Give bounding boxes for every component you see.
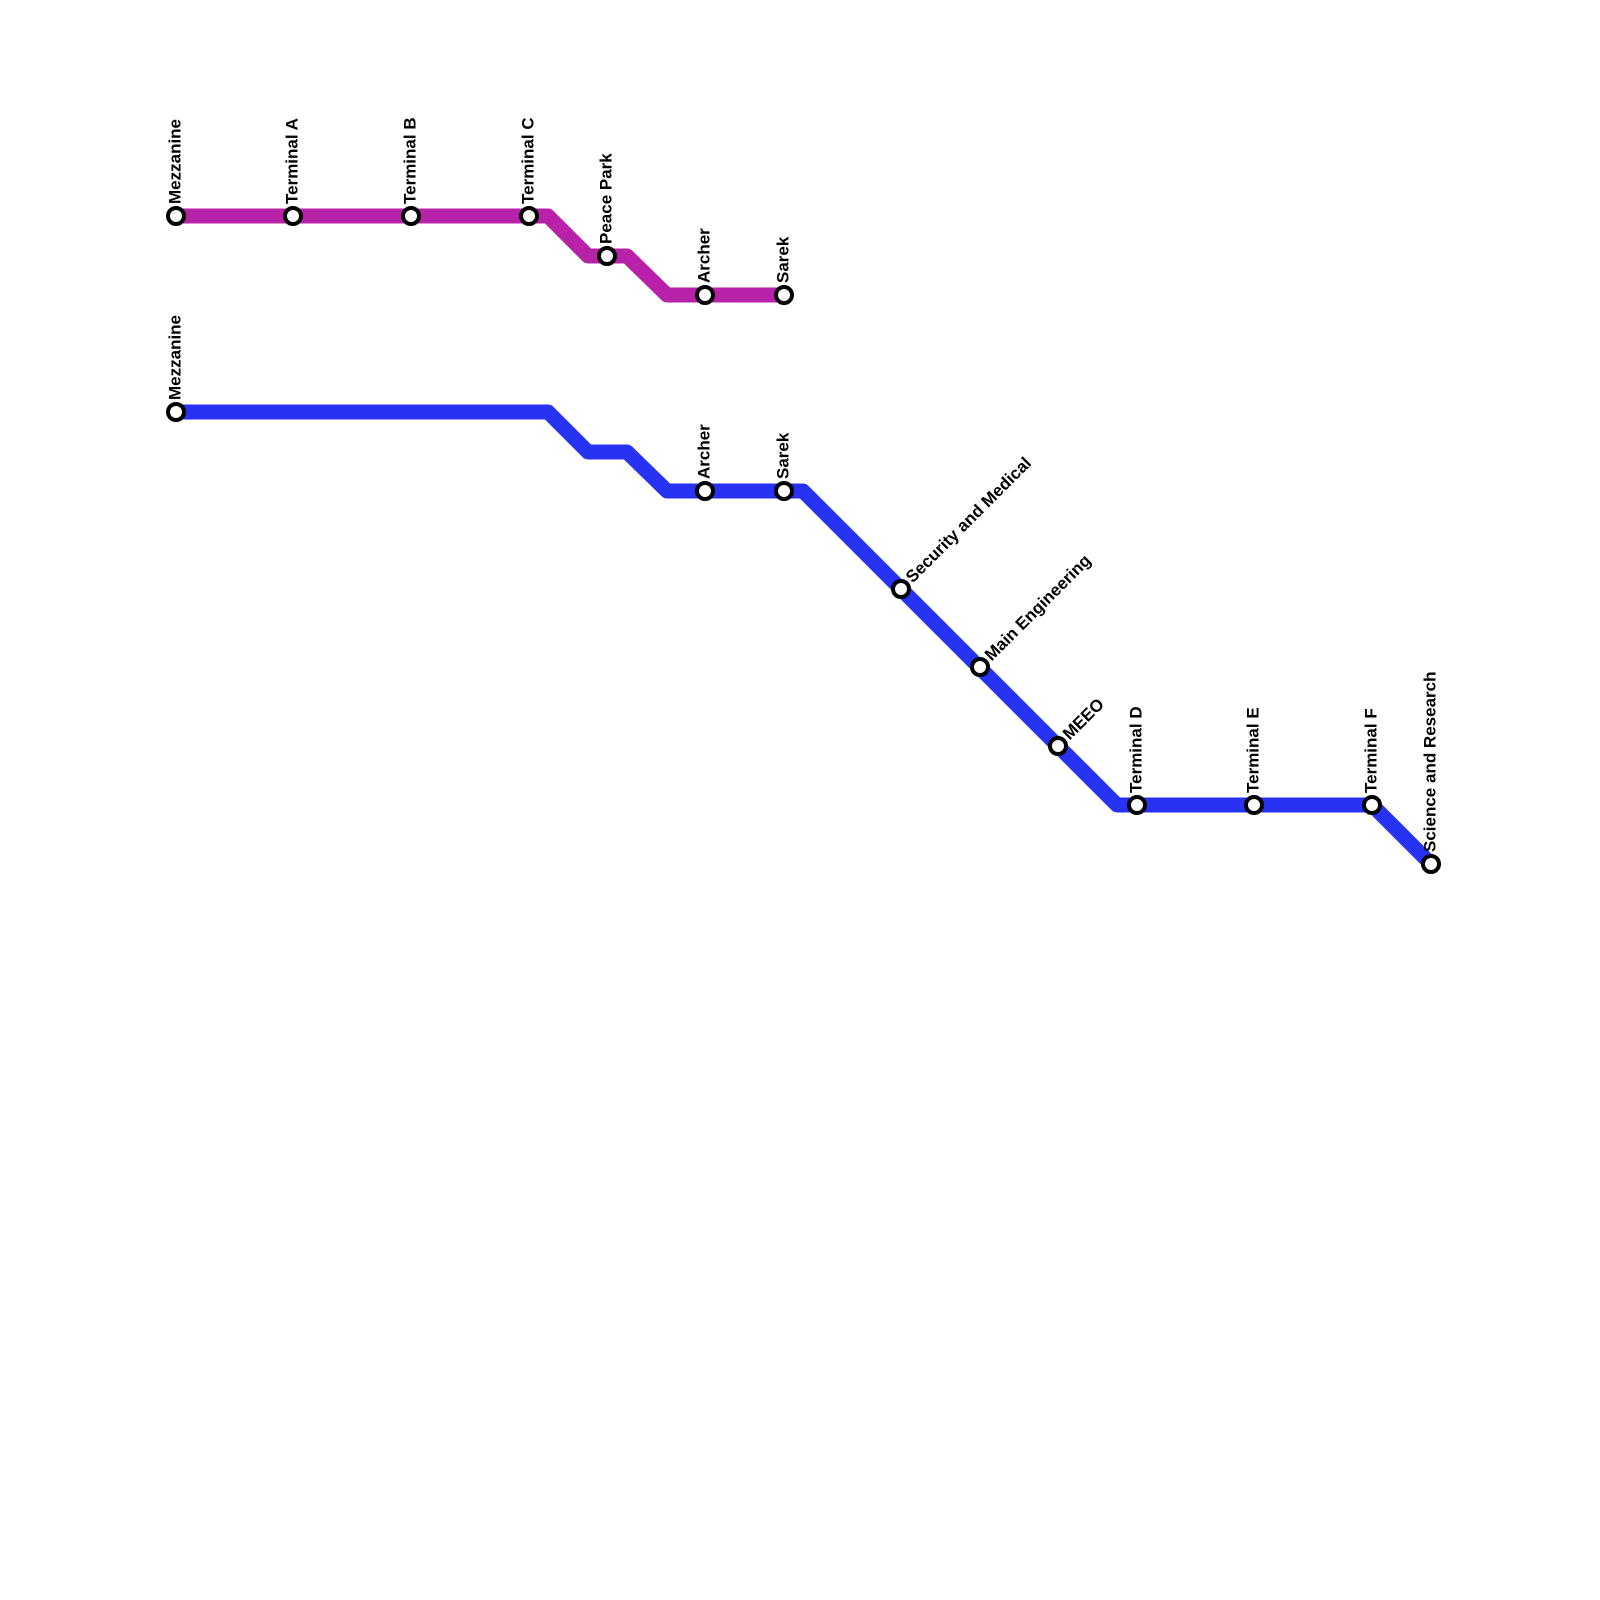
station-label-group: Terminal A [282,118,301,204]
station-label: Terminal B [400,117,419,204]
station [1048,736,1068,756]
station-label-group: Terminal F [1361,708,1380,793]
station-label: Sarek [773,432,792,479]
station-label-group: Archer [694,424,713,479]
station-label: MEEO [1059,695,1108,744]
station [1421,854,1441,874]
station [695,481,715,501]
station [519,206,539,226]
station [283,206,303,226]
station-label: Terminal A [282,118,301,204]
station-label: Terminal D [1126,706,1145,793]
station [166,402,186,422]
station [166,206,186,226]
station-label-group: Science and Research [1420,672,1439,852]
station [774,481,794,501]
station-label: Mezzanine [165,315,184,400]
station-label-group: Terminal B [400,117,419,204]
station-label-group: Mezzanine [165,315,184,400]
station-label: Terminal E [1243,707,1262,793]
station [597,246,617,266]
station-label-group: Main Engineering [981,551,1095,665]
station-label: Peace Park [596,153,615,244]
station-label: Security and Medical [902,453,1035,586]
station [401,206,421,226]
station-label-group: Terminal E [1243,707,1262,793]
station [695,285,715,305]
route-line [168,404,1439,872]
station-label: Terminal F [1361,708,1380,793]
station-label: Terminal C [518,117,537,204]
station-label-group: MEEO [1059,695,1108,744]
station [891,579,911,599]
station-label-group: Terminal C [518,117,537,204]
station-label: Sarek [773,236,792,283]
station-label-group: Mezzanine [165,119,184,204]
station-label: Science and Research [1420,672,1439,852]
station-label-group: Security and Medical [902,453,1035,586]
station-label: Archer [694,228,713,283]
station-label-group: Sarek [773,236,792,283]
route-line [168,208,792,303]
station [970,657,990,677]
station [1362,795,1382,815]
station-label-group: Terminal D [1126,706,1145,793]
station-label: Mezzanine [165,119,184,204]
station [774,285,794,305]
station-label: Main Engineering [981,551,1095,665]
station [1127,795,1147,815]
station [1244,795,1264,815]
station-label: Archer [694,424,713,479]
station-label-group: Archer [694,228,713,283]
station-label-group: Peace Park [596,153,615,244]
station-label-group: Sarek [773,432,792,479]
